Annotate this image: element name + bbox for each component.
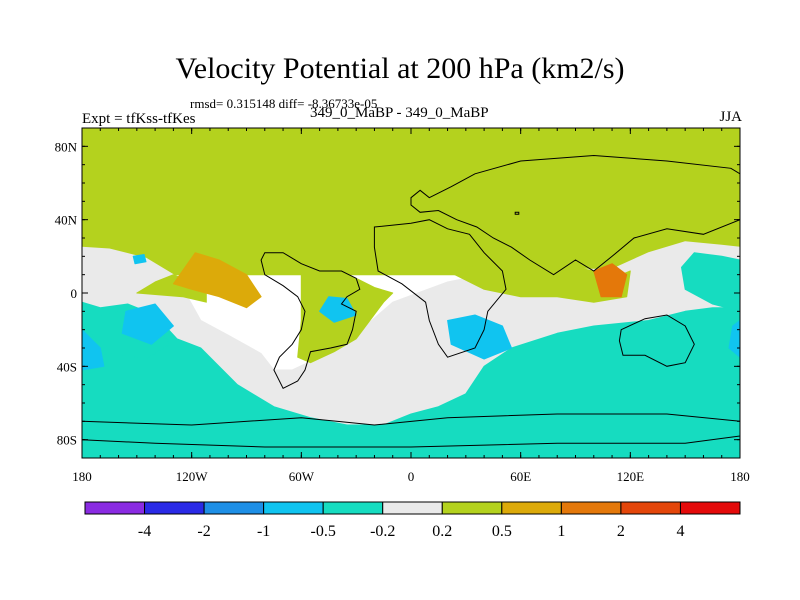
mid-pacific-dot [132,254,147,265]
colorbar-swatch [144,501,205,515]
colorbar-swatch [441,501,503,515]
land-outlines [82,154,740,448]
y-tick-label: 40S [57,359,77,374]
x-axis: 180 120W 60W 0 60E 120E 180 [72,128,750,484]
australia-outline [618,314,695,367]
x-tick-label: 180 [730,469,750,484]
x-tick-label: 0 [408,469,415,484]
x-tick-label: 60E [510,469,531,484]
colorbar-swatch [322,501,384,515]
colorbar-swatch [382,501,443,515]
colorbar-label: 0.2 [432,523,452,540]
y-tick-label: 0 [71,286,78,301]
colorbar-swatch [84,501,146,515]
y-tick-label: 40N [55,213,78,228]
case-label: 349_0_MaBP - 349_0_MaBP [310,105,489,121]
africa-strong-negative [447,314,512,360]
contour-regions [82,128,740,458]
pacific-strong-negative [121,303,174,345]
x-tick-label: 120W [176,469,209,484]
y-tick-label: 80S [57,433,77,448]
colorbar: -4 -2 -1 -0.5 -0.2 0.2 0.5 1 2 4 [84,501,741,540]
west-edge-strong-negative [82,329,105,371]
y-tick-label: 80N [55,139,78,154]
eurasia-outline [410,154,740,276]
africa-outline [373,219,507,358]
pacific-high-positive [172,252,262,309]
colorbar-label: -4 [138,523,151,540]
colorbar-label: -0.2 [370,523,395,540]
chart-title: Velocity Potential at 200 hPa (km2/s) [175,52,625,85]
indian-high-positive [593,263,628,298]
indian-positive-region [447,259,631,303]
colorbar-label: -1 [257,523,270,540]
colorbar-label: 2 [617,523,625,540]
colorbar-swatch [263,501,324,515]
colorbar-label: 0.5 [492,523,512,540]
x-tick-label: 180 [72,469,92,484]
southern-negative-region [82,301,740,458]
colorbar-swatch [620,501,681,515]
colorbar-swatch [679,501,741,515]
colorbar-label: -0.5 [311,523,336,540]
colorbar-label: 1 [557,523,565,540]
colorbar-swatch [203,501,265,515]
x-tick-label: 120E [617,469,645,484]
colorbar-label: 4 [676,523,684,540]
x-tick-label: 60W [289,469,315,484]
stats-label: rmsd= 0.315148 diff= -8.36733e-05 [190,96,378,111]
atlantic-strong-negative [319,296,357,323]
colorbar-label: -2 [197,523,210,540]
experiment-label: Expt = tfKss-tfKes [82,111,196,127]
east-pacific-negative [681,252,740,312]
colorbar-swatch [560,501,622,515]
antarctica-outline [82,413,740,448]
y-axis: 80N 40N 0 40S 80S [55,139,740,448]
small-island-outline [514,211,520,215]
south-america-outline [260,252,361,389]
season-label: JJA [719,109,742,125]
colorbar-swatch [501,501,562,515]
